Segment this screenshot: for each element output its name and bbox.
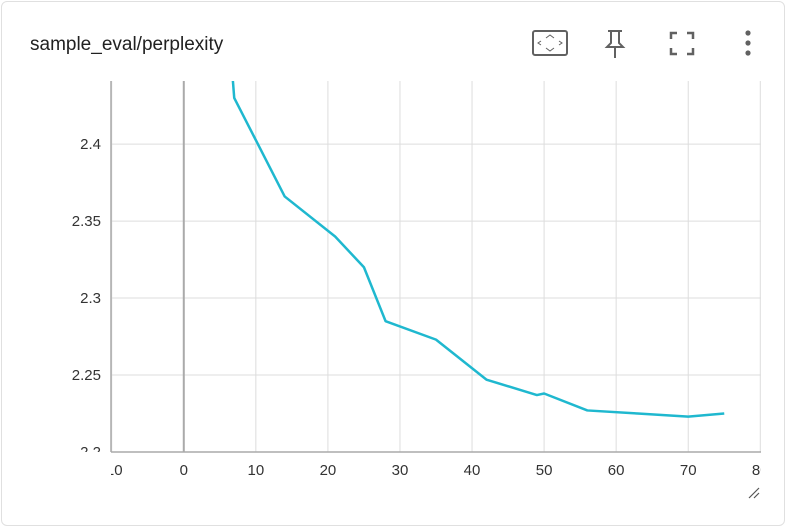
x-tick-label: 60 [608,462,625,479]
fit-domain-button[interactable] [532,30,568,56]
x-tick-label: 70 [680,462,697,479]
x-tick-label: 80 [752,462,769,479]
x-tick-label: 10 [248,462,265,479]
x-tick-labels: -10 0 10 20 30 40 50 60 70 80 [101,462,769,479]
toolbar [532,30,751,58]
x-tick-label: 30 [392,462,409,479]
y-tick-label: 2.3 [80,290,101,307]
x-tick-label: -10 [101,462,123,479]
chart-title: sample_eval/perplexity [30,34,224,55]
y-tick-label: 2.2 [80,444,101,461]
more-button[interactable] [745,30,751,56]
x-tick-label: 50 [536,462,553,479]
y-tick-label: 2.4 [80,136,101,153]
resize-handle[interactable] [748,487,760,499]
y-tick-label: 2.25 [72,367,101,384]
x-tick-label: 20 [320,462,337,479]
x-tick-label: 40 [464,462,481,479]
y-tick-labels: 2.2 2.25 2.3 2.35 2.4 [72,136,101,461]
fullscreen-button[interactable] [669,31,695,56]
pin-button[interactable] [604,30,626,58]
y-tick-label: 2.35 [72,213,101,230]
x-tick-label: 0 [180,462,188,479]
series-line [231,81,725,418]
